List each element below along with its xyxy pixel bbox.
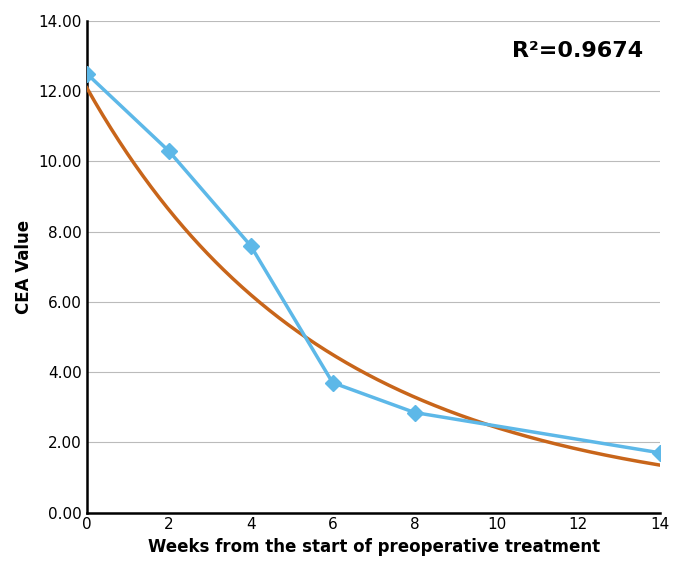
X-axis label: Weeks from the start of preoperative treatment: Weeks from the start of preoperative tre… (147, 538, 599, 556)
Text: R²=0.9674: R²=0.9674 (512, 41, 643, 61)
Y-axis label: CEA Value: CEA Value (15, 220, 33, 314)
